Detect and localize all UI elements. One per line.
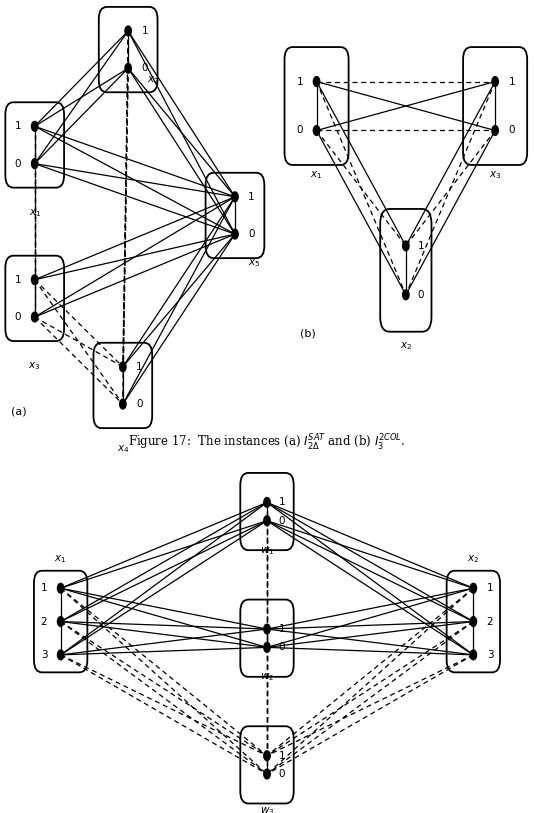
Text: $x_4$: $x_4$	[116, 444, 129, 455]
Circle shape	[492, 76, 498, 86]
FancyBboxPatch shape	[99, 7, 158, 92]
Text: 2: 2	[41, 616, 48, 627]
Text: 0: 0	[248, 229, 255, 239]
Circle shape	[264, 751, 270, 761]
Text: $x_1$: $x_1$	[54, 553, 67, 565]
FancyBboxPatch shape	[93, 343, 152, 428]
FancyBboxPatch shape	[285, 47, 349, 165]
Text: 0: 0	[508, 125, 515, 136]
Circle shape	[313, 76, 320, 86]
Circle shape	[264, 624, 270, 634]
FancyBboxPatch shape	[5, 256, 64, 341]
Circle shape	[470, 616, 476, 626]
Circle shape	[313, 125, 320, 135]
Circle shape	[58, 584, 64, 593]
Circle shape	[120, 399, 126, 409]
Text: 1: 1	[279, 498, 285, 507]
Text: 1: 1	[41, 583, 48, 593]
Text: 0: 0	[15, 159, 21, 168]
FancyBboxPatch shape	[446, 571, 500, 672]
FancyBboxPatch shape	[240, 600, 294, 676]
FancyBboxPatch shape	[463, 47, 527, 165]
Text: 0: 0	[418, 289, 424, 300]
Text: $x_2$: $x_2$	[467, 553, 480, 565]
Text: 0: 0	[15, 312, 21, 322]
Text: 1: 1	[296, 76, 303, 86]
FancyBboxPatch shape	[240, 726, 294, 803]
Circle shape	[32, 121, 38, 131]
Circle shape	[32, 275, 38, 285]
Text: 1: 1	[279, 750, 285, 761]
Circle shape	[125, 63, 131, 73]
Text: (a): (a)	[11, 406, 26, 416]
Text: $x_3$: $x_3$	[489, 169, 501, 180]
Text: $w_2$: $w_2$	[260, 672, 274, 684]
Circle shape	[403, 290, 409, 300]
Text: 1: 1	[136, 362, 143, 372]
Text: $x_3$: $x_3$	[28, 361, 41, 372]
Text: 1: 1	[15, 275, 21, 285]
Circle shape	[32, 312, 38, 322]
Circle shape	[264, 642, 270, 652]
Text: 1: 1	[486, 583, 493, 593]
Circle shape	[264, 515, 270, 525]
Circle shape	[264, 769, 270, 779]
Text: (b): (b)	[300, 328, 316, 338]
Text: 0: 0	[136, 399, 143, 409]
Text: 3: 3	[486, 650, 493, 660]
Text: 1: 1	[248, 192, 255, 202]
Circle shape	[232, 192, 238, 202]
Circle shape	[120, 362, 126, 372]
Text: 1: 1	[15, 121, 21, 132]
Circle shape	[232, 229, 238, 239]
Text: $x_5$: $x_5$	[248, 257, 261, 269]
Text: 3: 3	[41, 650, 48, 660]
Text: 1: 1	[508, 76, 515, 86]
Text: 0: 0	[279, 515, 285, 526]
Circle shape	[470, 650, 476, 660]
Circle shape	[58, 616, 64, 626]
Circle shape	[403, 241, 409, 250]
Circle shape	[32, 159, 38, 168]
Circle shape	[264, 498, 270, 507]
Text: 1: 1	[279, 624, 285, 634]
FancyBboxPatch shape	[34, 571, 88, 672]
Text: $x_1$: $x_1$	[310, 169, 323, 180]
Circle shape	[58, 650, 64, 660]
Text: $x_2$: $x_2$	[400, 340, 412, 352]
Circle shape	[125, 26, 131, 36]
FancyBboxPatch shape	[240, 473, 294, 550]
Text: 0: 0	[142, 63, 148, 73]
Text: $x_1$: $x_1$	[28, 207, 41, 219]
Text: Figure 17:  The instances (a) $I_{2\Delta}^{SAT}$ and (b) $I_3^{2COL}$.: Figure 17: The instances (a) $I_{2\Delta…	[128, 433, 406, 453]
Text: 2: 2	[486, 616, 493, 627]
Circle shape	[470, 584, 476, 593]
Text: 0: 0	[279, 642, 285, 652]
Circle shape	[492, 125, 498, 135]
Text: 0: 0	[279, 769, 285, 779]
Text: 1: 1	[418, 241, 424, 251]
FancyBboxPatch shape	[5, 102, 64, 188]
Text: 1: 1	[142, 26, 148, 36]
FancyBboxPatch shape	[380, 209, 431, 332]
Text: $x_2$: $x_2$	[147, 75, 159, 86]
Text: 0: 0	[297, 125, 303, 136]
Text: $w_1$: $w_1$	[260, 545, 274, 557]
Text: $w_3$: $w_3$	[260, 805, 274, 813]
FancyBboxPatch shape	[206, 173, 264, 259]
